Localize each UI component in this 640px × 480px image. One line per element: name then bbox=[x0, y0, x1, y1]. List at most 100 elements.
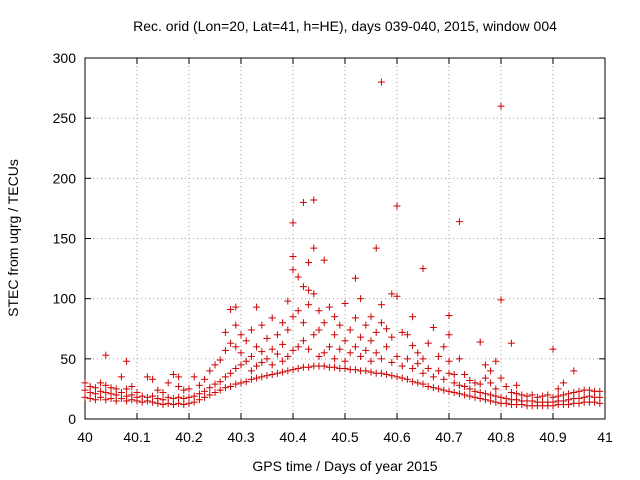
data-point bbox=[91, 384, 99, 392]
data-point bbox=[377, 78, 385, 86]
data-point bbox=[528, 391, 536, 399]
data-point bbox=[289, 346, 297, 354]
data-point bbox=[242, 378, 250, 386]
data-point bbox=[279, 368, 287, 376]
data-point bbox=[258, 348, 266, 356]
data-point bbox=[414, 349, 422, 357]
data-point bbox=[268, 345, 276, 353]
data-point bbox=[414, 379, 422, 387]
data-point bbox=[320, 362, 328, 370]
data-point bbox=[180, 395, 188, 403]
data-point bbox=[487, 391, 495, 399]
data-point bbox=[377, 369, 385, 377]
data-point bbox=[559, 379, 567, 387]
data-point bbox=[86, 395, 94, 403]
data-point bbox=[325, 303, 333, 311]
data-point bbox=[398, 362, 406, 370]
data-point bbox=[461, 370, 469, 378]
data-point bbox=[362, 346, 370, 354]
data-point bbox=[393, 373, 401, 381]
data-point bbox=[138, 392, 146, 400]
data-point bbox=[346, 349, 354, 357]
data-point bbox=[455, 355, 463, 363]
data-point bbox=[357, 352, 365, 360]
data-point bbox=[336, 321, 344, 329]
data-point bbox=[216, 356, 224, 364]
data-point bbox=[388, 290, 396, 298]
data-point bbox=[393, 352, 401, 360]
data-point bbox=[81, 393, 89, 401]
y-tick-label: 150 bbox=[53, 231, 77, 247]
data-point bbox=[190, 373, 198, 381]
data-point bbox=[97, 387, 105, 395]
data-point bbox=[237, 349, 245, 357]
data-point bbox=[232, 321, 240, 329]
data-point bbox=[211, 380, 219, 388]
data-point bbox=[232, 380, 240, 388]
data-point bbox=[565, 390, 573, 398]
data-point bbox=[476, 380, 484, 388]
data-point bbox=[320, 349, 328, 357]
data-point bbox=[435, 352, 443, 360]
data-point bbox=[388, 372, 396, 380]
data-point bbox=[445, 331, 453, 339]
data-point bbox=[424, 364, 432, 372]
data-point bbox=[185, 385, 193, 393]
data-point bbox=[388, 333, 396, 341]
data-point bbox=[232, 364, 240, 372]
data-point bbox=[91, 396, 99, 404]
data-point bbox=[419, 355, 427, 363]
data-point bbox=[383, 325, 391, 333]
data-point bbox=[253, 303, 261, 311]
data-point bbox=[279, 340, 287, 348]
data-point bbox=[221, 328, 229, 336]
data-point bbox=[273, 350, 281, 358]
data-point bbox=[450, 370, 458, 378]
data-point bbox=[175, 399, 183, 407]
data-point bbox=[357, 333, 365, 341]
grid-lines bbox=[85, 58, 605, 419]
data-point bbox=[159, 389, 167, 397]
data-point bbox=[97, 393, 105, 401]
data-point bbox=[440, 386, 448, 394]
data-point bbox=[268, 370, 276, 378]
data-point bbox=[341, 299, 349, 307]
data-point bbox=[429, 324, 437, 332]
data-point bbox=[466, 392, 474, 400]
data-point bbox=[289, 219, 297, 227]
x-tick-label: 40.5 bbox=[331, 429, 358, 445]
data-point bbox=[539, 392, 547, 400]
data-point bbox=[81, 379, 89, 387]
data-point bbox=[273, 369, 281, 377]
data-point bbox=[450, 379, 458, 387]
data-point bbox=[455, 218, 463, 226]
x-tick-label: 40.6 bbox=[383, 429, 410, 445]
data-point bbox=[91, 390, 99, 398]
data-point bbox=[575, 395, 583, 403]
data-point bbox=[492, 357, 500, 365]
data-point bbox=[445, 357, 453, 365]
data-point bbox=[440, 343, 448, 351]
data-point bbox=[102, 351, 110, 359]
data-point bbox=[268, 361, 276, 369]
data-point bbox=[305, 363, 313, 371]
data-point bbox=[310, 331, 318, 339]
data-point bbox=[86, 383, 94, 391]
data-point bbox=[445, 312, 453, 320]
data-point bbox=[492, 385, 500, 393]
data-point bbox=[513, 381, 521, 389]
data-point bbox=[481, 374, 489, 382]
data-point bbox=[315, 352, 323, 360]
data-point bbox=[263, 355, 271, 363]
data-point bbox=[367, 357, 375, 365]
data-points bbox=[81, 78, 604, 410]
data-point bbox=[492, 392, 500, 400]
data-point bbox=[398, 328, 406, 336]
data-point bbox=[435, 367, 443, 375]
y-tick-label: 100 bbox=[53, 291, 77, 307]
data-point bbox=[320, 319, 328, 327]
data-point bbox=[320, 256, 328, 264]
data-point bbox=[185, 393, 193, 401]
data-point bbox=[237, 331, 245, 339]
data-point bbox=[393, 202, 401, 210]
